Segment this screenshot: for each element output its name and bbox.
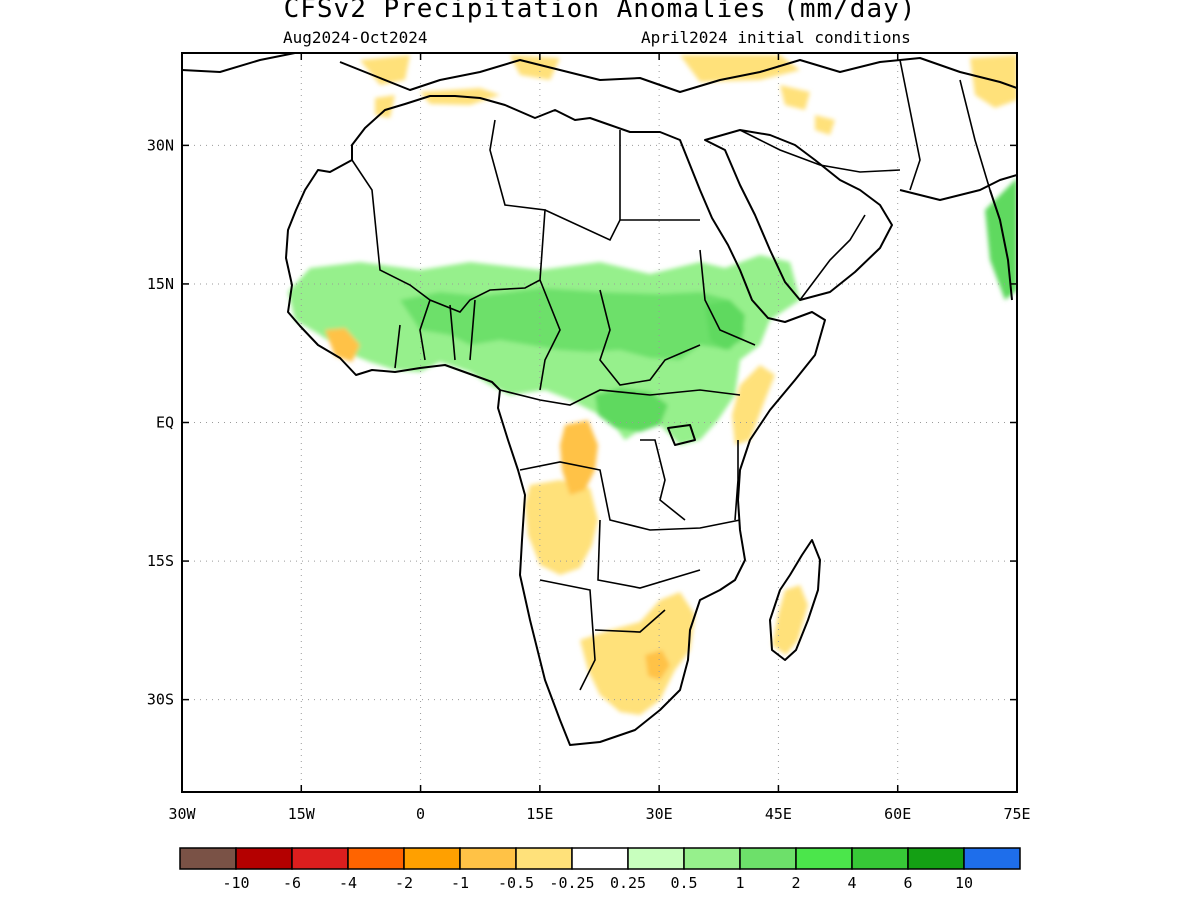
initial-conditions: April2024 initial conditions	[641, 28, 911, 47]
lon-tick-label: 75E	[1003, 805, 1030, 823]
colorbar-swatch	[739, 847, 797, 870]
colorbar-label: 0.25	[610, 874, 646, 892]
colorbar-swatch	[683, 847, 741, 870]
lon-tick-label: 30E	[646, 805, 673, 823]
anomaly-southern-africa-core	[645, 650, 670, 680]
colorbar-label: 4	[847, 874, 856, 892]
anomaly-ethiopia-core	[705, 300, 745, 350]
colorbar-label: -0.5	[498, 874, 534, 892]
colorbar-swatch	[403, 847, 461, 870]
colorbar-swatch	[347, 847, 405, 870]
lat-tick-label: 30N	[147, 136, 174, 154]
colorbar-label: -4	[339, 874, 357, 892]
colorbar-label: 1	[735, 874, 744, 892]
lat-tick-label: 30S	[147, 691, 174, 709]
anomaly-angola-dry	[525, 480, 598, 575]
anomaly-arabia-wet	[760, 258, 788, 300]
colorbar-label: -6	[283, 874, 301, 892]
axis-ticks: 30W 15W 0 15E 30E 45E 60E 75E 30N 15N EQ 15S 30S	[147, 53, 1031, 823]
lat-tick-label: EQ	[156, 414, 174, 432]
colorbar-swatch	[235, 847, 293, 870]
arabia-coastline	[704, 129, 893, 301]
anomaly-west-india	[985, 178, 1017, 300]
forecast-period: Aug2024-Oct2024	[283, 28, 428, 47]
anomaly-guinea-coast-dry	[325, 328, 360, 362]
africa-coastline	[285, 95, 826, 746]
colorbar-label: -0.25	[549, 874, 594, 892]
lon-tick-label: 60E	[884, 805, 911, 823]
lon-tick-label: 30W	[168, 805, 196, 823]
anomaly-congo-core	[595, 388, 668, 432]
colorbar-swatch	[795, 847, 853, 870]
country-borders	[351, 59, 991, 691]
colorbar-swatch	[291, 847, 349, 870]
colorbar-label: 0.5	[670, 874, 697, 892]
coastlines	[182, 53, 1017, 746]
lat-tick-label: 15N	[147, 275, 174, 293]
lat-tick-label: 15S	[147, 552, 174, 570]
colorbar-label: 6	[903, 874, 912, 892]
anomaly-gabon-dry	[560, 420, 598, 495]
madagascar-coastline	[769, 539, 821, 661]
colorbar-label: -2	[395, 874, 413, 892]
lon-tick-label: 45E	[765, 805, 792, 823]
anomaly-somalia-dry	[732, 365, 775, 445]
lon-tick-label: 15E	[526, 805, 553, 823]
lon-tick-label: 15W	[288, 805, 316, 823]
anomaly-madagascar-dry	[772, 585, 808, 655]
anomaly-sahel-wet	[288, 255, 800, 445]
chart-title: CFSv2 Precipitation Anomalies (mm/day)	[283, 0, 917, 24]
europe-asia-coastline	[182, 53, 1017, 301]
lon-tick-label: 0	[416, 805, 425, 823]
colorbar-swatch	[515, 847, 573, 870]
colorbar-swatch	[571, 847, 629, 870]
colorbar-swatch	[459, 847, 517, 870]
colorbar-label: -10	[222, 874, 249, 892]
lake-victoria	[667, 424, 696, 446]
colorbar-swatch	[907, 847, 965, 870]
colorbar-swatch	[179, 847, 237, 870]
anomaly-mediterranean-dry	[360, 55, 1017, 135]
colorbar-swatch	[851, 847, 909, 870]
colorbar-label: 2	[791, 874, 800, 892]
colorbar-swatch	[963, 847, 1021, 870]
colorbar: -10 -6 -4 -2 -1 -0.5 -0.25 0.25 0.5 1 2 4 6 10	[179, 847, 1021, 892]
colorbar-label: -1	[451, 874, 469, 892]
colorbar-label: 10	[955, 874, 973, 892]
colorbar-swatch	[627, 847, 685, 870]
anomaly-southern-africa-dry	[580, 592, 695, 715]
